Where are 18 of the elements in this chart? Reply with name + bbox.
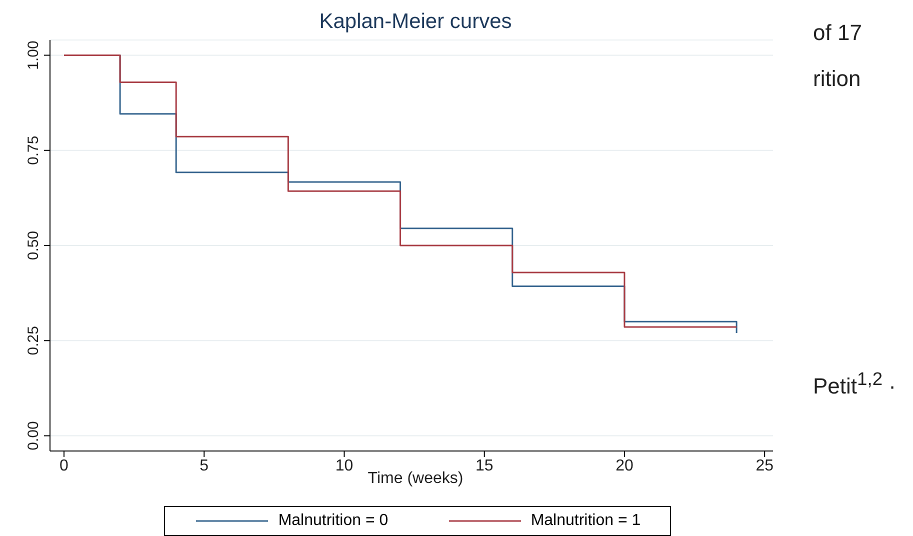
text: of 17 [813, 20, 862, 46]
x-tick-label: 10 [335, 457, 354, 474]
text: Petit$^{1,2}$ · [813, 368, 896, 400]
x-tick-label: 0 [60, 457, 69, 474]
x-tick-label: 15 [475, 457, 494, 474]
x-tick-label: 25 [756, 457, 774, 474]
y-tick-label: 0.75 [25, 136, 42, 165]
text: rition [813, 66, 861, 92]
legend-label: Malnutrition = 1 [530, 512, 641, 530]
y-tick-label: 0.25 [25, 326, 42, 356]
y-tick-label: 1.00 [25, 40, 42, 70]
legend-label: Malnutrition = 0 [278, 512, 388, 530]
x-axis-title: Time (weeks) [368, 470, 464, 487]
y-tick-label: 0.00 [25, 421, 42, 450]
chart-title: Kaplan-Meier curves [318, 10, 513, 34]
x-tick-label: 5 [200, 457, 209, 474]
x-tick-label: 20 [616, 457, 634, 474]
y-tick-label: 0.50 [25, 230, 42, 260]
